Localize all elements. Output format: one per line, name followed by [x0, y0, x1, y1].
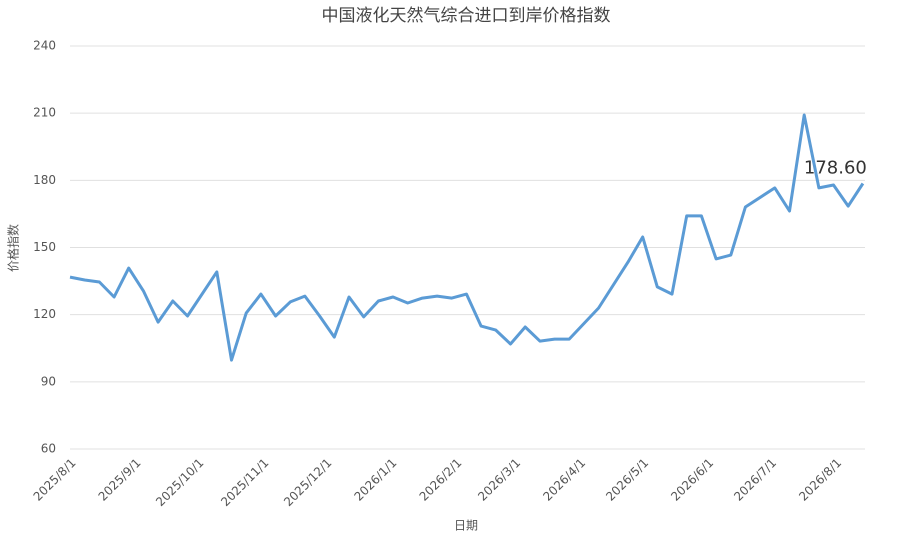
- y-tick-label: 120: [33, 307, 56, 321]
- x-tick-label: 2026/1/1: [352, 456, 400, 504]
- chart-title: 中国液化天然气综合进口到岸价格指数: [322, 6, 611, 26]
- y-tick-label: 150: [33, 240, 56, 254]
- x-tick-label: 2025/9/1: [96, 456, 144, 504]
- line: [69, 113, 865, 362]
- x-tick-label: 2026/2/1: [417, 456, 465, 504]
- y-tick-label: 210: [33, 106, 56, 120]
- value-label: 178.60: [804, 157, 867, 178]
- x-tick-label: 2025/12/1: [281, 456, 334, 509]
- y-tick-label: 60: [41, 442, 56, 456]
- x-tick-label: 2026/6/1: [668, 456, 716, 504]
- x-tick-label: 2026/7/1: [731, 456, 779, 504]
- y-axis-label: 价格指数: [6, 224, 21, 272]
- y-tick-label: 180: [33, 173, 56, 187]
- x-tick-label: 2026/8/1: [796, 456, 844, 504]
- x-tick-label: 2025/10/1: [153, 456, 206, 509]
- y-tick-label: 90: [41, 374, 56, 388]
- x-tick-label: 2026/4/1: [540, 456, 588, 504]
- x-tick-label: 2025/11/1: [218, 456, 271, 509]
- x-axis-label: 日期: [454, 519, 478, 533]
- y-tick-label: 240: [33, 39, 56, 53]
- x-tick-label: 2026/3/1: [475, 456, 523, 504]
- x-tick-label: 2025/8/1: [31, 456, 79, 504]
- x-tick-label: 2026/5/1: [603, 456, 651, 504]
